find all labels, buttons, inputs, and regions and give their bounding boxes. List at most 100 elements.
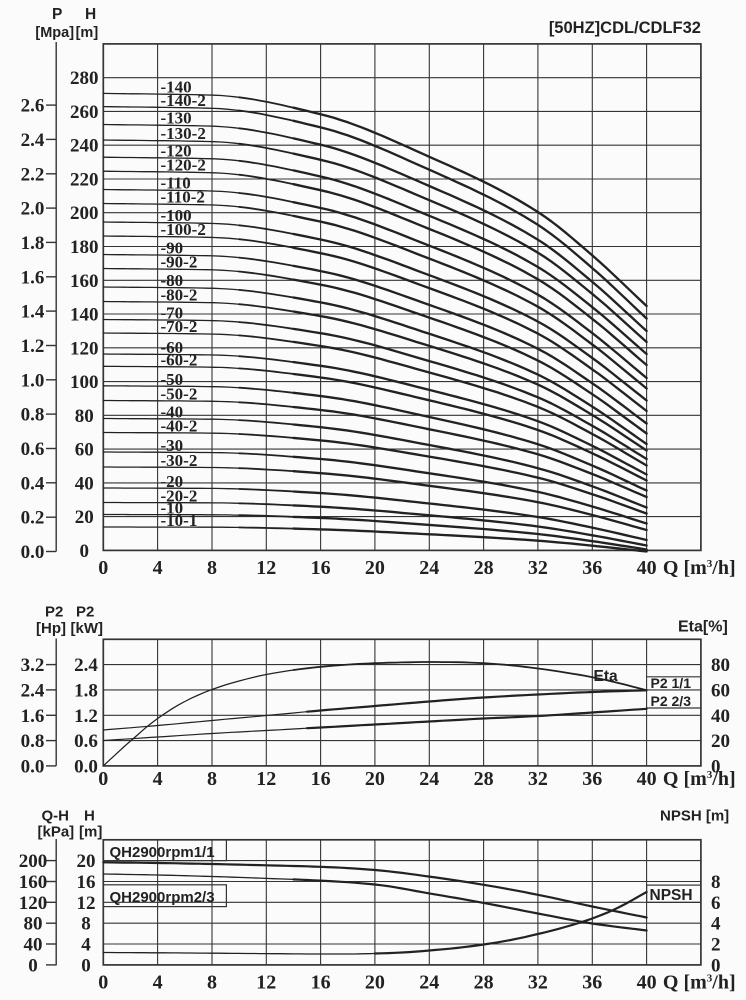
- svg-text:[m]: [m]: [76, 25, 99, 41]
- svg-text:4: 4: [153, 768, 163, 790]
- svg-text:12: 12: [77, 893, 96, 914]
- svg-text:0: 0: [98, 768, 108, 790]
- svg-text:0: 0: [80, 541, 90, 562]
- svg-text:20: 20: [77, 851, 96, 872]
- svg-text:60: 60: [711, 680, 730, 701]
- svg-text:-50-2: -50-2: [161, 385, 198, 404]
- svg-text:6: 6: [711, 893, 721, 914]
- svg-text:0: 0: [711, 756, 721, 777]
- svg-text:24: 24: [419, 557, 439, 579]
- svg-text:36: 36: [582, 971, 602, 993]
- svg-text:-130-2: -130-2: [161, 124, 206, 143]
- svg-text:0.2: 0.2: [21, 508, 45, 529]
- svg-text:Q [m3/h]: Q [m3/h]: [663, 971, 736, 993]
- svg-text:160: 160: [19, 872, 48, 893]
- svg-text:40: 40: [75, 473, 94, 494]
- svg-text:1.6: 1.6: [21, 706, 45, 727]
- svg-text:0: 0: [98, 557, 108, 579]
- svg-text:-80: -80: [161, 271, 184, 290]
- svg-text:[50HZ]CDL/CDLF32: [50HZ]CDL/CDLF32: [549, 19, 701, 37]
- svg-text:100: 100: [70, 372, 99, 393]
- svg-text:40: 40: [711, 706, 730, 727]
- svg-text:160: 160: [70, 271, 99, 292]
- svg-text:16: 16: [77, 872, 96, 893]
- svg-text:0.6: 0.6: [74, 731, 98, 752]
- svg-text:40: 40: [637, 768, 657, 790]
- svg-text:16: 16: [311, 557, 331, 579]
- svg-text:-30-2: -30-2: [161, 451, 198, 470]
- svg-text:8: 8: [207, 768, 217, 790]
- svg-text:[kW]: [kW]: [71, 620, 104, 637]
- svg-text:8: 8: [207, 971, 217, 993]
- svg-text:0.6: 0.6: [21, 439, 45, 460]
- svg-text:[Hp]: [Hp]: [36, 620, 66, 637]
- svg-text:[Mpa]: [Mpa]: [35, 25, 74, 41]
- svg-text:-140: -140: [161, 78, 192, 97]
- svg-text:0: 0: [28, 955, 38, 976]
- svg-text:P2: P2: [76, 604, 94, 621]
- svg-text:H: H: [84, 808, 95, 825]
- svg-text:-80-2: -80-2: [161, 286, 198, 305]
- svg-text:-10: -10: [161, 499, 184, 518]
- svg-text:240: 240: [70, 136, 99, 157]
- svg-text:28: 28: [474, 768, 494, 790]
- svg-text:80: 80: [24, 914, 43, 935]
- svg-text:NPSH: NPSH: [650, 887, 693, 904]
- svg-text:260: 260: [70, 102, 99, 123]
- svg-text:280: 280: [70, 68, 99, 89]
- svg-text:-50: -50: [161, 370, 184, 389]
- svg-text:20: 20: [711, 731, 730, 752]
- svg-text:-100: -100: [161, 206, 192, 225]
- svg-text:Eta: Eta: [594, 668, 619, 685]
- svg-text:[kPa]: [kPa]: [38, 824, 75, 841]
- svg-text:Q [m3/h]: Q [m3/h]: [663, 768, 736, 790]
- svg-text:QH2900rpm2/3: QH2900rpm2/3: [110, 889, 215, 906]
- svg-text:20: 20: [365, 768, 385, 790]
- svg-text:2.4: 2.4: [21, 680, 45, 701]
- svg-text:NPSH [m]: NPSH [m]: [660, 808, 729, 825]
- svg-text:24: 24: [419, 768, 439, 790]
- svg-text:-30: -30: [161, 436, 184, 455]
- svg-text:0.0: 0.0: [74, 756, 98, 777]
- svg-text:32: 32: [528, 971, 548, 993]
- svg-text:2.6: 2.6: [21, 96, 45, 117]
- svg-text:2.2: 2.2: [21, 164, 45, 185]
- svg-text:120: 120: [70, 338, 99, 359]
- svg-text:40: 40: [24, 935, 43, 956]
- svg-text:60: 60: [75, 440, 94, 461]
- svg-text:3.2: 3.2: [21, 655, 45, 676]
- svg-text:20: 20: [75, 507, 94, 528]
- svg-text:0: 0: [81, 955, 91, 976]
- svg-text:-20-2: -20-2: [161, 487, 198, 506]
- svg-text:-90-2: -90-2: [161, 253, 198, 272]
- svg-text:220: 220: [70, 170, 99, 191]
- svg-text:-10-1: -10-1: [161, 511, 198, 530]
- svg-text:140: 140: [70, 305, 99, 326]
- svg-text:-60-2: -60-2: [161, 351, 198, 370]
- svg-text:1.2: 1.2: [21, 336, 45, 357]
- svg-text:P: P: [52, 6, 62, 23]
- svg-text:28: 28: [474, 557, 494, 579]
- svg-text:-110: -110: [161, 174, 191, 193]
- svg-text:Q-H: Q-H: [42, 808, 70, 825]
- svg-text:0: 0: [98, 971, 108, 993]
- svg-text:-70-2: -70-2: [161, 317, 198, 336]
- svg-text:12: 12: [256, 557, 276, 579]
- svg-text:16: 16: [311, 768, 331, 790]
- svg-text:40: 40: [637, 971, 657, 993]
- svg-text:-20: -20: [161, 472, 184, 491]
- svg-text:0: 0: [711, 955, 721, 976]
- svg-text:-40: -40: [161, 403, 184, 422]
- svg-text:1.6: 1.6: [21, 267, 45, 288]
- svg-text:H: H: [85, 6, 96, 23]
- svg-text:-110-2: -110-2: [161, 188, 205, 207]
- svg-text:-140-2: -140-2: [161, 91, 206, 110]
- svg-text:-120: -120: [161, 141, 192, 160]
- svg-text:8: 8: [207, 557, 217, 579]
- svg-text:120: 120: [19, 893, 48, 914]
- svg-text:2: 2: [711, 935, 721, 956]
- svg-text:-120-2: -120-2: [161, 155, 206, 174]
- svg-text:0.0: 0.0: [21, 542, 45, 563]
- svg-text:Eta[%]: Eta[%]: [678, 619, 728, 636]
- svg-text:0.8: 0.8: [21, 405, 45, 426]
